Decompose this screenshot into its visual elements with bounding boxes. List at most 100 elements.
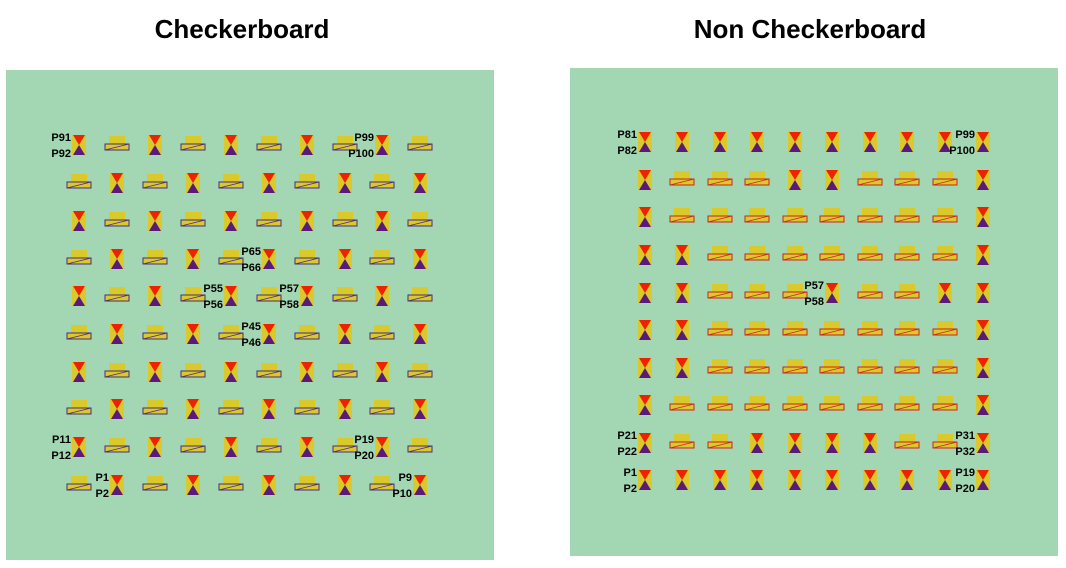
cell-bottom	[826, 443, 838, 453]
cell-horizontal	[669, 396, 695, 411]
cell-horizontal	[294, 325, 320, 340]
cell-vertical	[976, 245, 990, 265]
cell-bottom	[414, 259, 426, 269]
cell-line	[669, 178, 695, 186]
cell-line	[932, 366, 958, 374]
cell-vertical	[675, 358, 689, 378]
cell-vertical	[638, 283, 652, 303]
cell-horizontal	[707, 434, 733, 449]
cell-bottom	[414, 183, 426, 193]
cell-body	[185, 212, 201, 223]
cell-top	[73, 211, 85, 221]
cell-vertical	[976, 207, 990, 227]
cell-vertical	[224, 286, 238, 306]
cell-top	[376, 362, 388, 372]
cell-vertical	[863, 433, 877, 453]
cell-top	[977, 320, 989, 330]
cell-vertical	[976, 320, 990, 340]
cell-bottom	[977, 293, 989, 303]
cell-line	[669, 403, 695, 411]
cell-line	[407, 445, 433, 453]
cell-horizontal	[857, 321, 883, 336]
cell-body	[374, 476, 390, 487]
cell-top	[939, 283, 951, 293]
cell-bottom	[187, 485, 199, 495]
cell-horizontal	[369, 476, 395, 491]
cell-top	[187, 173, 199, 183]
cell-bottom	[977, 368, 989, 378]
cell-body	[937, 246, 953, 257]
cell-vertical	[262, 249, 276, 269]
cell-bottom	[111, 334, 123, 344]
cell-bottom	[301, 145, 313, 155]
cell-bottom	[187, 183, 199, 193]
pin-label: P100	[348, 148, 374, 160]
cell-horizontal	[894, 434, 920, 449]
cell-bottom	[263, 183, 275, 193]
cell-body	[109, 136, 125, 147]
cell-top	[111, 399, 123, 409]
cell-line	[218, 257, 244, 265]
cell-line	[369, 257, 395, 265]
pin-label: P19	[955, 467, 975, 479]
pin-label: P58	[279, 299, 299, 311]
cell-vertical	[788, 132, 802, 152]
cell-horizontal	[707, 359, 733, 374]
cell-horizontal	[256, 363, 282, 378]
cell-horizontal	[218, 325, 244, 340]
cell-line	[332, 219, 358, 227]
cell-line	[66, 483, 92, 491]
cell-horizontal	[407, 212, 433, 227]
cell-bottom	[977, 142, 989, 152]
cell-line	[782, 215, 808, 223]
cell-bottom	[73, 447, 85, 457]
cell-vertical	[638, 433, 652, 453]
cell-bottom	[639, 217, 651, 227]
cell-vertical	[110, 249, 124, 269]
cell-line	[142, 407, 168, 415]
cell-body	[337, 287, 353, 298]
cell-line	[707, 366, 733, 374]
cell-body	[412, 287, 428, 298]
cell-line	[294, 407, 320, 415]
cell-horizontal	[332, 212, 358, 227]
cell-horizontal	[332, 363, 358, 378]
cell-horizontal	[782, 359, 808, 374]
cell-top	[939, 132, 951, 142]
cell-horizontal	[66, 476, 92, 491]
cell-body	[299, 476, 315, 487]
cell-body	[223, 476, 239, 487]
cell-bottom	[301, 447, 313, 457]
cell-top	[73, 135, 85, 145]
cell-top	[301, 286, 313, 296]
cell-bottom	[414, 409, 426, 419]
cell-top	[676, 132, 688, 142]
cell-horizontal	[104, 212, 130, 227]
cell-vertical	[413, 173, 427, 193]
cell-body	[71, 174, 87, 185]
cell-top	[639, 320, 651, 330]
cell-horizontal	[932, 321, 958, 336]
cell-bottom	[751, 142, 763, 152]
cell-vertical	[375, 286, 389, 306]
cell-body	[899, 434, 915, 445]
pin-label: P58	[804, 296, 824, 308]
cell-line	[819, 328, 845, 336]
cell-bottom	[676, 142, 688, 152]
cell-line	[857, 366, 883, 374]
cell-horizontal	[707, 396, 733, 411]
cell-top	[714, 470, 726, 480]
cell-vertical	[788, 470, 802, 490]
cell-vertical	[224, 135, 238, 155]
cell-body	[824, 396, 840, 407]
cell-vertical	[375, 437, 389, 457]
cell-bottom	[225, 221, 237, 231]
cell-bottom	[339, 334, 351, 344]
cell-top	[111, 475, 123, 485]
cell-line	[256, 143, 282, 151]
cell-top	[789, 433, 801, 443]
cell-top	[977, 433, 989, 443]
cell-top	[73, 437, 85, 447]
cell-top	[414, 173, 426, 183]
cell-line	[819, 215, 845, 223]
